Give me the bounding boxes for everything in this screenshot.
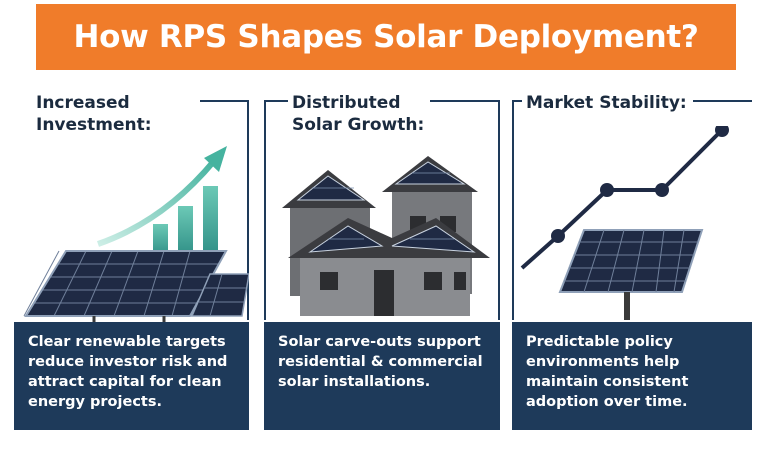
panel-frame: [498, 100, 500, 320]
panel-description: Clear renewable targets reduce investor …: [14, 322, 249, 430]
page-title: How RPS Shapes Solar Deployment?: [73, 19, 699, 55]
solar-panel-trend-line-icon: [520, 126, 729, 320]
panel-increased-investment: Increased Investment:: [14, 92, 249, 430]
panel-description: Solar carve-outs support residential & c…: [264, 322, 500, 430]
title-banner: How RPS Shapes Solar Deployment?: [36, 4, 736, 70]
panel-frame: [264, 100, 266, 320]
panel-frame: [512, 100, 514, 320]
houses-with-rooftop-solar-icon: [282, 156, 490, 316]
solar-panels-rising-bars-icon: [23, 146, 249, 324]
panel-frame: [247, 100, 249, 320]
panel-description: Predictable policy environments help mai…: [512, 322, 752, 430]
panel-market-stability: Market Stability: Predictable policy env…: [512, 92, 752, 430]
panel-heading: Distributed Solar Growth:: [288, 92, 431, 136]
panel-frame: [200, 100, 249, 102]
panel-heading: Market Stability:: [522, 92, 693, 114]
panel-distributed-solar-growth: Distributed Solar Growth: Solar carve-ou…: [264, 92, 500, 430]
panel-heading: Increased Investment:: [36, 92, 158, 136]
